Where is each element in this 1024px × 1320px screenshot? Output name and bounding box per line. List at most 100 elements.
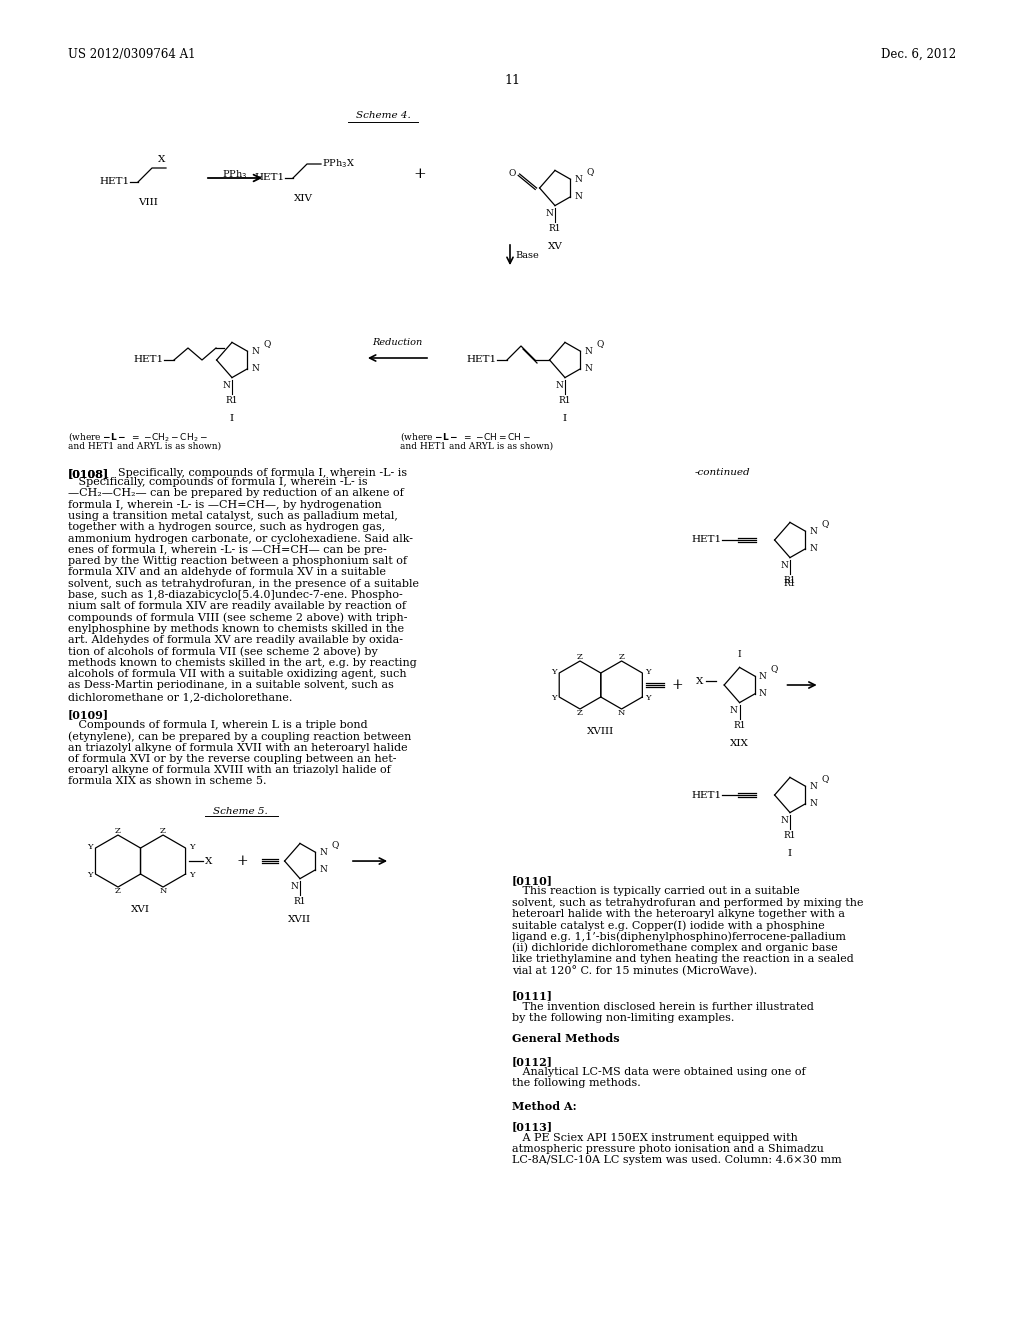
Text: by the following non-limiting examples.: by the following non-limiting examples. (512, 1012, 734, 1023)
Text: N: N (545, 209, 553, 218)
Text: R1: R1 (783, 576, 797, 585)
Text: N: N (617, 709, 626, 717)
Text: I: I (563, 414, 567, 424)
Text: N: N (809, 800, 817, 808)
Text: Specifically, compounds of formula I, wherein -L- is: Specifically, compounds of formula I, wh… (68, 477, 368, 487)
Text: Analytical LC-MS data were obtained using one of: Analytical LC-MS data were obtained usin… (512, 1067, 806, 1077)
Text: solvent, such as tetrahydrofuran and performed by mixing the: solvent, such as tetrahydrofuran and per… (512, 898, 863, 908)
Text: R1: R1 (559, 396, 571, 405)
Text: Y: Y (188, 842, 195, 851)
Text: Compounds of formula I, wherein L is a triple bond: Compounds of formula I, wherein L is a t… (68, 719, 368, 730)
Text: base, such as 1,8-diazabicyclo[5.4.0]undec-7-ene. Phospho-: base, such as 1,8-diazabicyclo[5.4.0]und… (68, 590, 402, 601)
Text: X: X (205, 857, 212, 866)
Text: N: N (319, 847, 328, 857)
Text: XVI: XVI (131, 906, 151, 913)
Text: Y: Y (551, 668, 556, 676)
Text: N: N (290, 882, 298, 891)
Text: [0108]: [0108] (68, 469, 110, 479)
Text: I: I (230, 414, 234, 424)
Text: dichloromethane or 1,2-dicholorethane.: dichloromethane or 1,2-dicholorethane. (68, 692, 293, 702)
Text: [0109]: [0109] (68, 709, 110, 719)
Text: XVII: XVII (289, 915, 311, 924)
Text: Method A:: Method A: (512, 1101, 577, 1111)
Text: Z: Z (618, 653, 625, 661)
Text: suitable catalyst e.g. Copper(I) iodide with a phosphine: suitable catalyst e.g. Copper(I) iodide … (512, 920, 824, 931)
Text: as Dess-Martin periodinane, in a suitable solvent, such as: as Dess-Martin periodinane, in a suitabl… (68, 680, 394, 690)
Text: R1: R1 (294, 898, 306, 906)
Text: Q: Q (332, 840, 339, 849)
Text: N: N (574, 193, 583, 201)
Text: vial at 120° C. for 15 minutes (MicroWave).: vial at 120° C. for 15 minutes (MicroWav… (512, 965, 758, 975)
Text: Z: Z (160, 828, 166, 836)
Text: Q: Q (587, 166, 594, 176)
Text: N: N (759, 672, 767, 681)
Text: I: I (787, 849, 792, 858)
Text: VIII: VIII (138, 198, 158, 207)
Text: Specifically, compounds of formula I, wherein -L- is: Specifically, compounds of formula I, wh… (118, 469, 408, 478)
Text: N: N (730, 706, 737, 714)
Text: HET1: HET1 (467, 355, 497, 364)
Text: [0110]: [0110] (512, 875, 553, 886)
Text: N: N (809, 781, 817, 791)
Text: formula XIX as shown in scheme 5.: formula XIX as shown in scheme 5. (68, 776, 266, 787)
Text: +: + (237, 854, 248, 869)
Text: and HET1 and ARYL is as shown): and HET1 and ARYL is as shown) (400, 442, 553, 451)
Text: and HET1 and ARYL is as shown): and HET1 and ARYL is as shown) (68, 442, 221, 451)
Text: Scheme 5.: Scheme 5. (213, 807, 267, 816)
Text: [0113]: [0113] (512, 1121, 553, 1133)
Text: Y: Y (645, 694, 651, 702)
Text: compounds of formula VIII (see scheme 2 above) with triph-: compounds of formula VIII (see scheme 2 … (68, 612, 408, 623)
Text: Q: Q (596, 339, 604, 347)
Text: R1: R1 (733, 721, 745, 730)
Text: an triazolyl alkyne of formula XVII with an heteroaryl halide: an triazolyl alkyne of formula XVII with… (68, 743, 408, 752)
Text: [0111]: [0111] (512, 990, 553, 1002)
Text: Y: Y (551, 694, 556, 702)
Text: N: N (759, 689, 767, 698)
Text: Z: Z (115, 828, 121, 836)
Text: R1: R1 (549, 224, 561, 234)
Text: together with a hydrogen source, such as hydrogen gas,: together with a hydrogen source, such as… (68, 523, 385, 532)
Text: Y: Y (645, 668, 651, 676)
Text: XIX: XIX (730, 739, 749, 748)
Text: Reduction: Reduction (372, 338, 422, 347)
Text: HET1: HET1 (100, 177, 130, 186)
Text: atmospheric pressure photo ionisation and a Shimadzu: atmospheric pressure photo ionisation an… (512, 1144, 824, 1154)
Text: ammonium hydrogen carbonate, or cyclohexadiene. Said alk-: ammonium hydrogen carbonate, or cyclohex… (68, 533, 413, 544)
Text: (etynylene), can be prepared by a coupling reaction between: (etynylene), can be prepared by a coupli… (68, 731, 412, 742)
Text: R1: R1 (225, 396, 239, 405)
Text: N: N (809, 527, 817, 536)
Text: +: + (414, 168, 426, 181)
Text: enylphosphine by methods known to chemists skilled in the: enylphosphine by methods known to chemis… (68, 624, 404, 634)
Text: R1: R1 (783, 832, 797, 840)
Text: US 2012/0309764 A1: US 2012/0309764 A1 (68, 48, 196, 61)
Text: X: X (159, 156, 166, 165)
Text: XV: XV (548, 242, 562, 251)
Text: Base: Base (515, 251, 539, 260)
Text: heteroarl halide with the heteroaryl alkyne together with a: heteroarl halide with the heteroaryl alk… (512, 909, 845, 919)
Text: eroaryl alkyne of formula XVIII with an triazolyl halide of: eroaryl alkyne of formula XVIII with an … (68, 766, 391, 775)
Text: R1: R1 (783, 578, 797, 587)
Text: Z: Z (115, 887, 121, 895)
Text: formula I, wherein -L- is —CH=CH—, by hydrogenation: formula I, wherein -L- is —CH=CH—, by hy… (68, 500, 382, 510)
Text: —CH₂—CH₂— can be prepared by reduction of an alkene of: —CH₂—CH₂— can be prepared by reduction o… (68, 488, 403, 499)
Text: +: + (672, 678, 683, 692)
Text: Scheme 4.: Scheme 4. (355, 111, 411, 120)
Text: A PE Sciex API 150EX instrument equipped with: A PE Sciex API 150EX instrument equipped… (512, 1133, 798, 1143)
Text: art. Aldehydes of formula XV are readily available by oxida-: art. Aldehydes of formula XV are readily… (68, 635, 403, 645)
Text: of formula XVI or by the reverse coupling between an het-: of formula XVI or by the reverse couplin… (68, 754, 396, 764)
Text: This reaction is typically carried out in a suitable: This reaction is typically carried out i… (512, 886, 800, 896)
Text: nium salt of formula XIV are readily available by reaction of: nium salt of formula XIV are readily ava… (68, 602, 406, 611)
Text: ligand e.g. 1,1’-bis(diphenylphosphino)ferrocene-palladium: ligand e.g. 1,1’-bis(diphenylphosphino)f… (512, 932, 846, 942)
Text: Q: Q (821, 774, 828, 783)
Text: Z: Z (578, 653, 583, 661)
Text: like triethylamine and tyhen heating the reaction in a sealed: like triethylamine and tyhen heating the… (512, 954, 854, 964)
Text: [0112]: [0112] (512, 1056, 553, 1067)
Text: Q: Q (821, 519, 828, 528)
Text: General Methods: General Methods (512, 1034, 620, 1044)
Text: Y: Y (188, 871, 195, 879)
Text: LC-8A/SLC-10A LC system was used. Column: 4.6×30 mm: LC-8A/SLC-10A LC system was used. Column… (512, 1155, 842, 1166)
Text: N: N (160, 887, 167, 895)
Text: formula XIV and an aldehyde of formula XV in a suitable: formula XIV and an aldehyde of formula X… (68, 568, 386, 577)
Text: the following methods.: the following methods. (512, 1078, 641, 1089)
Text: Q: Q (771, 664, 778, 673)
